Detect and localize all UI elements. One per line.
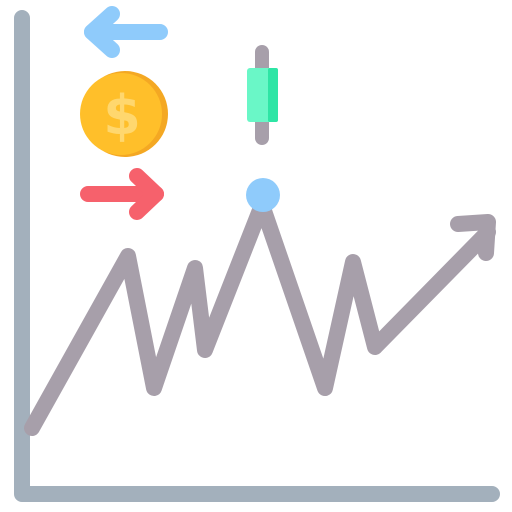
arrow-right-icon [80, 168, 164, 220]
trend-arrow-head [450, 214, 496, 261]
candlestick-icon [247, 45, 278, 145]
dollar-symbol: $ [103, 84, 141, 147]
arrow-left-icon [84, 6, 168, 58]
dollar-coin-icon: $ [80, 71, 168, 157]
peak-marker [246, 178, 280, 212]
trend-line [24, 197, 496, 436]
chart-axes [14, 10, 500, 502]
